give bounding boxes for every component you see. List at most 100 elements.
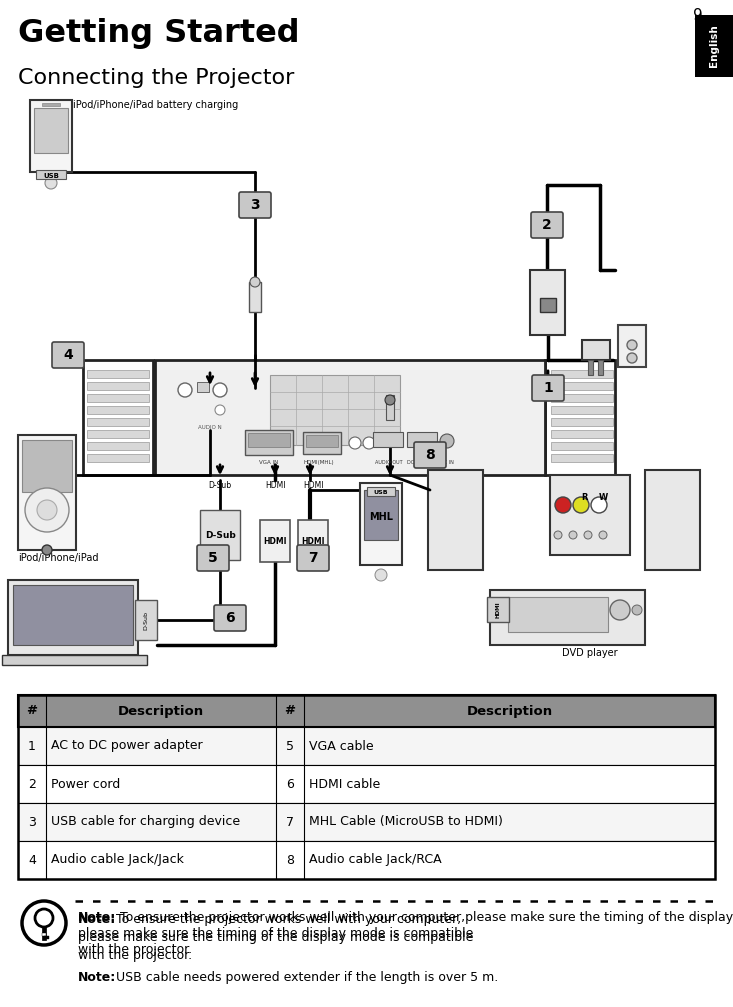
Text: 3: 3	[250, 198, 259, 212]
Bar	[44, 936, 49, 939]
Bar	[87, 454, 149, 462]
Circle shape	[363, 437, 375, 449]
Circle shape	[555, 497, 571, 513]
Text: Note:: Note:	[78, 913, 117, 926]
Text: HDMI cable: HDMI cable	[309, 777, 380, 790]
Text: HDMI: HDMI	[303, 480, 323, 489]
Text: please make sure the timing of the display mode is compatible: please make sure the timing of the displ…	[78, 927, 474, 940]
Circle shape	[440, 434, 454, 448]
Text: 3: 3	[28, 816, 36, 829]
Bar	[18, 803, 715, 841]
Text: D-Sub: D-Sub	[205, 531, 235, 540]
Circle shape	[584, 531, 592, 539]
Bar	[582, 340, 610, 359]
Text: Description: Description	[466, 705, 553, 718]
Text: Getting Started: Getting Started	[18, 18, 300, 49]
Bar	[248, 433, 290, 447]
Bar	[87, 406, 149, 414]
Text: Audio cable Jack/Jack: Audio cable Jack/Jack	[51, 854, 184, 866]
FancyBboxPatch shape	[214, 605, 246, 631]
Text: VGA cable: VGA cable	[309, 739, 374, 752]
Bar	[8, 580, 138, 655]
Bar	[645, 470, 700, 570]
Bar	[87, 382, 149, 390]
Bar	[34, 108, 68, 153]
Bar	[87, 418, 149, 426]
Circle shape	[591, 497, 607, 513]
Bar	[197, 382, 209, 392]
Text: #: #	[26, 705, 37, 718]
Text: MHL Cable (MicroUSB to HDMI): MHL Cable (MicroUSB to HDMI)	[309, 816, 503, 829]
Bar	[18, 727, 715, 765]
Text: 1: 1	[543, 381, 553, 395]
Circle shape	[599, 531, 607, 539]
Bar	[530, 270, 565, 335]
Text: MHL: MHL	[369, 512, 393, 522]
Text: AUDIO N: AUDIO N	[198, 425, 222, 430]
Bar	[87, 442, 149, 450]
Text: 7: 7	[308, 551, 318, 565]
Bar	[18, 841, 715, 879]
Text: HDMI: HDMI	[496, 602, 501, 618]
Text: HDMI: HDMI	[263, 537, 287, 546]
Text: Note:: Note:	[78, 911, 117, 924]
Text: Note:: Note:	[78, 971, 117, 984]
Bar	[270, 375, 400, 445]
Text: HDMI: HDMI	[265, 480, 285, 489]
Bar	[551, 394, 613, 402]
Text: 5: 5	[286, 739, 294, 752]
Text: DVD player: DVD player	[562, 648, 618, 658]
Bar	[18, 765, 715, 803]
Text: 6: 6	[286, 777, 294, 790]
Text: 7: 7	[286, 816, 294, 829]
Text: with the projector.: with the projector.	[78, 949, 192, 962]
Bar	[2, 655, 147, 665]
Circle shape	[569, 531, 577, 539]
Bar	[545, 359, 615, 475]
Text: iPod/iPhone/iPad: iPod/iPhone/iPad	[18, 553, 98, 563]
Bar	[540, 298, 556, 312]
Text: D-Sub: D-Sub	[144, 610, 149, 629]
Circle shape	[627, 353, 637, 363]
Text: #: #	[284, 705, 295, 718]
Bar	[303, 432, 341, 454]
Text: HDMI: HDMI	[301, 537, 325, 546]
Bar	[36, 170, 66, 179]
Text: 6: 6	[225, 611, 235, 625]
Bar	[245, 430, 293, 455]
Bar	[551, 454, 613, 462]
Circle shape	[42, 545, 52, 555]
Text: Audio cable Jack/RCA: Audio cable Jack/RCA	[309, 854, 441, 866]
Bar	[360, 483, 402, 565]
FancyBboxPatch shape	[297, 545, 329, 571]
Bar	[364, 490, 398, 540]
Bar	[13, 585, 133, 645]
FancyBboxPatch shape	[239, 192, 271, 218]
Text: DC IN: DC IN	[440, 460, 454, 465]
Bar	[551, 382, 613, 390]
Text: USB cable needs powered extender if the length is over 5 m.: USB cable needs powered extender if the …	[116, 971, 498, 984]
Bar	[551, 370, 613, 378]
Circle shape	[349, 437, 361, 449]
Text: English: English	[709, 24, 719, 67]
FancyBboxPatch shape	[532, 375, 564, 401]
Text: DC 5V OUT: DC 5V OUT	[407, 460, 434, 465]
Text: R: R	[582, 493, 589, 502]
Circle shape	[37, 500, 57, 520]
Bar	[306, 435, 338, 447]
Text: please make sure the timing of the display mode is compatible: please make sure the timing of the displ…	[78, 931, 474, 944]
Circle shape	[385, 395, 395, 405]
Text: USB: USB	[374, 489, 388, 494]
Bar	[87, 430, 149, 438]
Circle shape	[35, 909, 53, 927]
Text: 1: 1	[28, 739, 36, 752]
Bar	[373, 432, 403, 447]
Circle shape	[375, 569, 387, 581]
Bar	[42, 103, 60, 106]
Bar	[18, 435, 76, 550]
Bar	[551, 406, 613, 414]
Bar	[551, 442, 613, 450]
Bar	[18, 695, 715, 727]
FancyBboxPatch shape	[52, 342, 84, 368]
Text: 8: 8	[286, 854, 294, 866]
